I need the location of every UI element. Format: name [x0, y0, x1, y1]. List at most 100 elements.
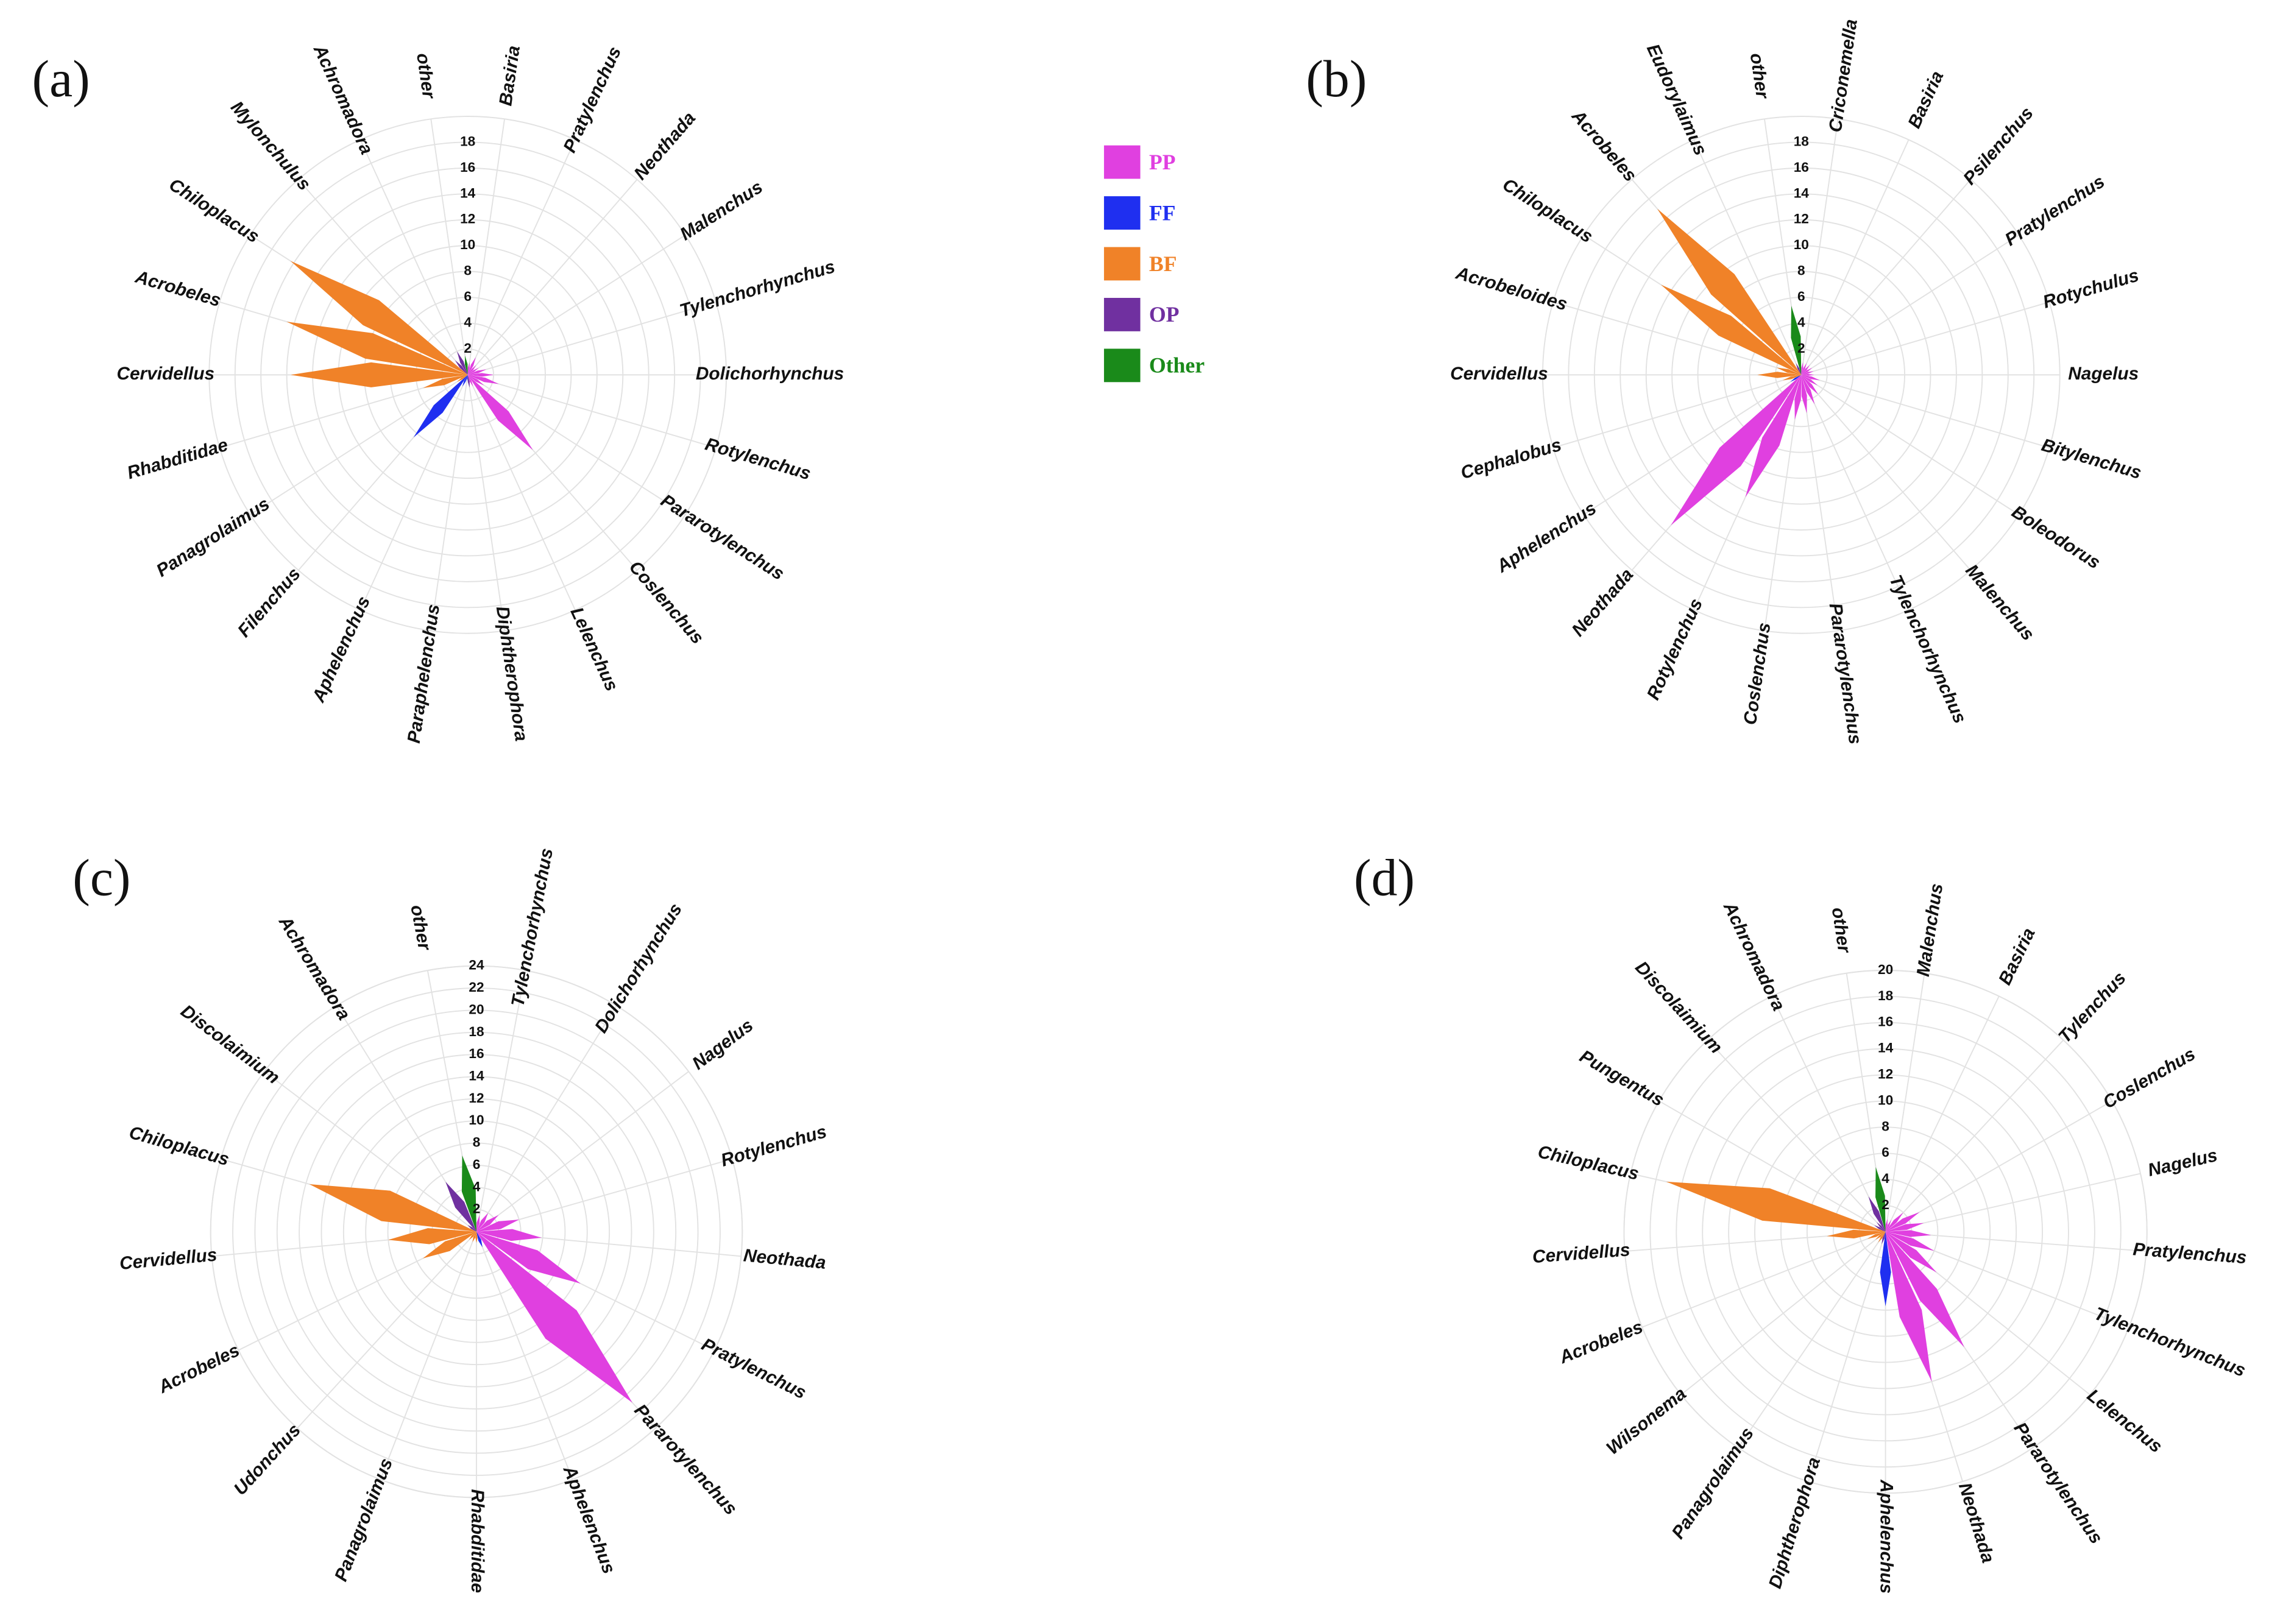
petal — [1868, 1196, 1886, 1232]
petal — [1885, 1212, 1903, 1232]
petal — [467, 373, 494, 377]
category-label: Neothada — [1955, 1480, 1998, 1565]
petal — [1801, 365, 1810, 375]
category-label: Cervidellus — [116, 364, 214, 384]
category-label: Mylonchulus — [227, 97, 314, 194]
r-tick-label: 10 — [1878, 1092, 1893, 1107]
legend-swatch — [1103, 196, 1141, 230]
category-label: Neothada — [630, 108, 699, 183]
category-label: Rhabditidae — [467, 1489, 487, 1594]
petal — [1801, 375, 1819, 395]
category-label: Pratylenchus — [2002, 171, 2108, 250]
petal — [1874, 1225, 1886, 1232]
spoke — [1707, 1039, 1886, 1232]
category-label: Basiria — [495, 44, 524, 107]
r-tick-label: 10 — [460, 237, 475, 252]
spoke — [1885, 1100, 2112, 1232]
petal — [423, 375, 468, 388]
petal — [1878, 1232, 1886, 1243]
category-label: Rotylenchus — [718, 1121, 829, 1171]
rose-chart: (b) 2 4 6 8 10 12 14 16 18 other Criconemella Basiri… — [1306, 18, 2143, 746]
spoke — [1583, 374, 1802, 515]
spoke — [1658, 1100, 1886, 1232]
petal — [476, 1220, 519, 1232]
petal — [1876, 1222, 1886, 1232]
spoke — [297, 1231, 477, 1429]
r-tick-label: 18 — [1878, 988, 1893, 1003]
spoke — [1800, 374, 1910, 610]
category-label: other — [1828, 906, 1855, 955]
category-label: Coslenchus — [625, 557, 708, 648]
category-label: other — [412, 52, 439, 101]
category-label: Chiloplacus — [165, 174, 263, 247]
petal — [467, 375, 484, 386]
r-tick-label: 4 — [464, 314, 472, 330]
spoke — [1800, 375, 1839, 631]
category-label: Achromadora — [309, 41, 377, 158]
r-tick-label: 4 — [1881, 1171, 1889, 1186]
spoke — [359, 139, 469, 375]
petal — [1867, 1232, 1886, 1239]
category-label: Tylenchus — [2055, 968, 2130, 1047]
petal — [1881, 1232, 1886, 1244]
category-label: Tylenchorhynchus — [508, 847, 557, 1008]
petal — [1657, 208, 1802, 375]
petal — [1794, 375, 1802, 420]
category-label: Pungentus — [1576, 1046, 1668, 1110]
petal — [1885, 1220, 1891, 1232]
category-label: Pratylenchus — [698, 1334, 809, 1403]
category-label: Paraphelenchus — [404, 603, 444, 745]
petal — [467, 369, 487, 375]
legend-label: BF — [1149, 252, 1177, 276]
category-label: Panagrolaimus — [1668, 1424, 1758, 1542]
spoke — [467, 119, 506, 375]
petal — [467, 362, 470, 375]
spoke — [1800, 139, 1910, 375]
category-label: Acrobeloides — [1453, 263, 1570, 314]
legend-label: PP — [1149, 150, 1176, 174]
r-tick-label: 18 — [1794, 133, 1809, 149]
r-tick-label: 18 — [460, 133, 475, 149]
legend-label: FF — [1149, 200, 1176, 225]
petal — [1796, 363, 1802, 375]
spoke — [467, 374, 717, 448]
category-label: Aphelenchus — [559, 1463, 619, 1576]
legend-swatch — [1103, 298, 1141, 331]
r-tick-label: 14 — [1794, 185, 1810, 200]
spoke — [359, 374, 469, 610]
r-tick-label: 12 — [469, 1090, 484, 1106]
spoke — [250, 374, 469, 515]
category-label: Coslenchus — [2100, 1044, 2199, 1113]
spoke — [476, 1231, 573, 1480]
petal — [1801, 371, 1814, 375]
category-label: Dolichorhynchus — [591, 900, 686, 1036]
petal — [1745, 375, 1802, 498]
category-label: Basiria — [1904, 68, 1947, 132]
petal — [476, 1232, 483, 1248]
legend: PP FF BF OP Other — [1103, 145, 1205, 383]
spoke — [1641, 1231, 1886, 1328]
legend-label: OP — [1149, 302, 1180, 327]
petal — [388, 1228, 476, 1244]
spoke — [1693, 139, 1802, 375]
spoke — [1808, 1231, 1886, 1482]
rose-chart: (a) 2 4 6 8 10 12 14 16 18 other Basiria Pratylenchu… — [32, 41, 844, 745]
category-label: Panagrolaimus — [153, 493, 274, 581]
category-label: Chiloplacus — [1536, 1142, 1641, 1184]
category-label: Eudorylaimus — [1643, 41, 1711, 158]
category-label: Udonchus — [230, 1420, 305, 1499]
panel-label: (b) — [1306, 50, 1367, 108]
spoke — [264, 1071, 477, 1232]
r-tick-label: 20 — [1878, 962, 1893, 977]
petal — [476, 1229, 542, 1241]
petal — [1801, 375, 1818, 386]
category-label: Achromadora — [274, 913, 354, 1024]
petal — [1885, 1230, 1931, 1237]
spoke — [1800, 374, 1971, 571]
petal — [1790, 375, 1802, 382]
petal — [1885, 1232, 1932, 1382]
r-tick-label: 8 — [1881, 1118, 1889, 1134]
petal — [476, 1213, 489, 1232]
